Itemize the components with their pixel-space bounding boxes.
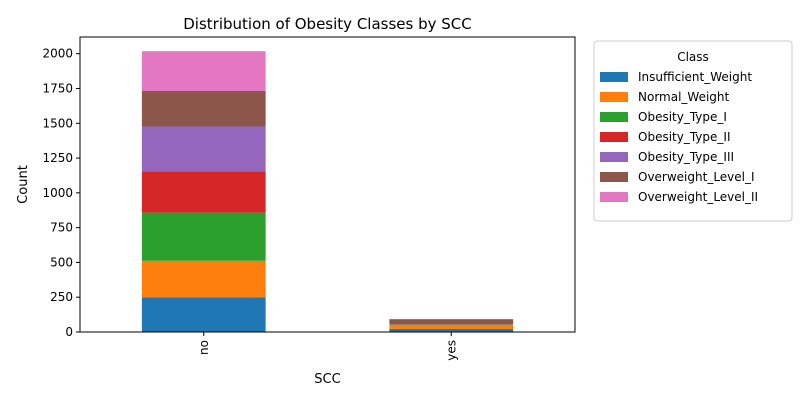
legend: Class Insufficient_Weight Normal_Weight Ob…: [593, 40, 793, 222]
legend-label-obesity-type-i: Obesity_Type_I: [638, 110, 727, 124]
legend-label-overweight-level-ii: Overweight_Level_II: [638, 190, 758, 204]
legend-frame: [593, 40, 793, 222]
legend-swatch-obesity-type-ii: [600, 132, 628, 142]
y-tick-label: 0: [65, 325, 73, 339]
legend-label-insufficient-weight: Insufficient_Weight: [638, 70, 752, 84]
bar-no-obesity-type-iii: [141, 126, 266, 172]
legend-title: Class: [677, 50, 709, 64]
legend-swatch-obesity-type-i: [600, 112, 628, 122]
x-tick-label-yes: yes: [444, 340, 458, 361]
legend-label-overweight-level-i: Overweight_Level_I: [638, 170, 755, 184]
bar-no-obesity-type-ii: [141, 171, 266, 213]
bar-yes-overweight-level-ii: [389, 318, 514, 320]
legend-swatch-overweight-level-ii: [600, 192, 628, 202]
y-tick-label: 1000: [42, 186, 73, 200]
x-tick-label-no: no: [197, 340, 211, 355]
bar-no-normal-weight: [141, 260, 266, 298]
y-tick-label: 250: [50, 290, 73, 304]
bar-no-insufficient-weight: [141, 297, 266, 332]
legend-swatch-overweight-level-i: [600, 172, 628, 182]
plot-frame: [79, 36, 576, 333]
legend-label-normal-weight: Normal_Weight: [638, 90, 730, 104]
y-tick-label: 2000: [42, 47, 73, 61]
y-tick-label: 500: [50, 255, 73, 269]
legend-label-obesity-type-iii: Obesity_Type_III: [638, 150, 734, 164]
plot-area: [141, 51, 514, 332]
y-axis-label: Count: [16, 165, 31, 204]
legend-label-obesity-type-ii: Obesity_Type_II: [638, 130, 730, 144]
y-tick-label: 1250: [42, 151, 73, 165]
bar-yes-insufficient-weight: [389, 328, 514, 332]
legend-swatch-obesity-type-iii: [600, 152, 628, 162]
x-axis: no yes: [197, 332, 458, 361]
x-axis-label: SCC: [314, 372, 340, 387]
bar-yes-normal-weight: [389, 325, 514, 329]
legend-swatch-insufficient-weight: [600, 72, 628, 82]
bar-yes-obesity-type-i: [389, 324, 514, 326]
bar-no-overweight-level-ii: [141, 51, 266, 91]
chart-title: Distribution of Obesity Classes by SCC: [183, 15, 471, 33]
bar-yes-overweight-level-i: [389, 319, 514, 325]
y-axis: 0 250 500 750 1000 1250 1500 1750 2000: [42, 47, 80, 339]
bar-no-overweight-level-i: [141, 90, 266, 127]
y-tick-label: 1500: [42, 116, 73, 130]
bar-no-obesity-type-i: [141, 212, 266, 261]
y-tick-label: 750: [50, 221, 73, 235]
y-tick-label: 1750: [42, 81, 73, 95]
legend-swatch-normal-weight: [600, 92, 628, 102]
